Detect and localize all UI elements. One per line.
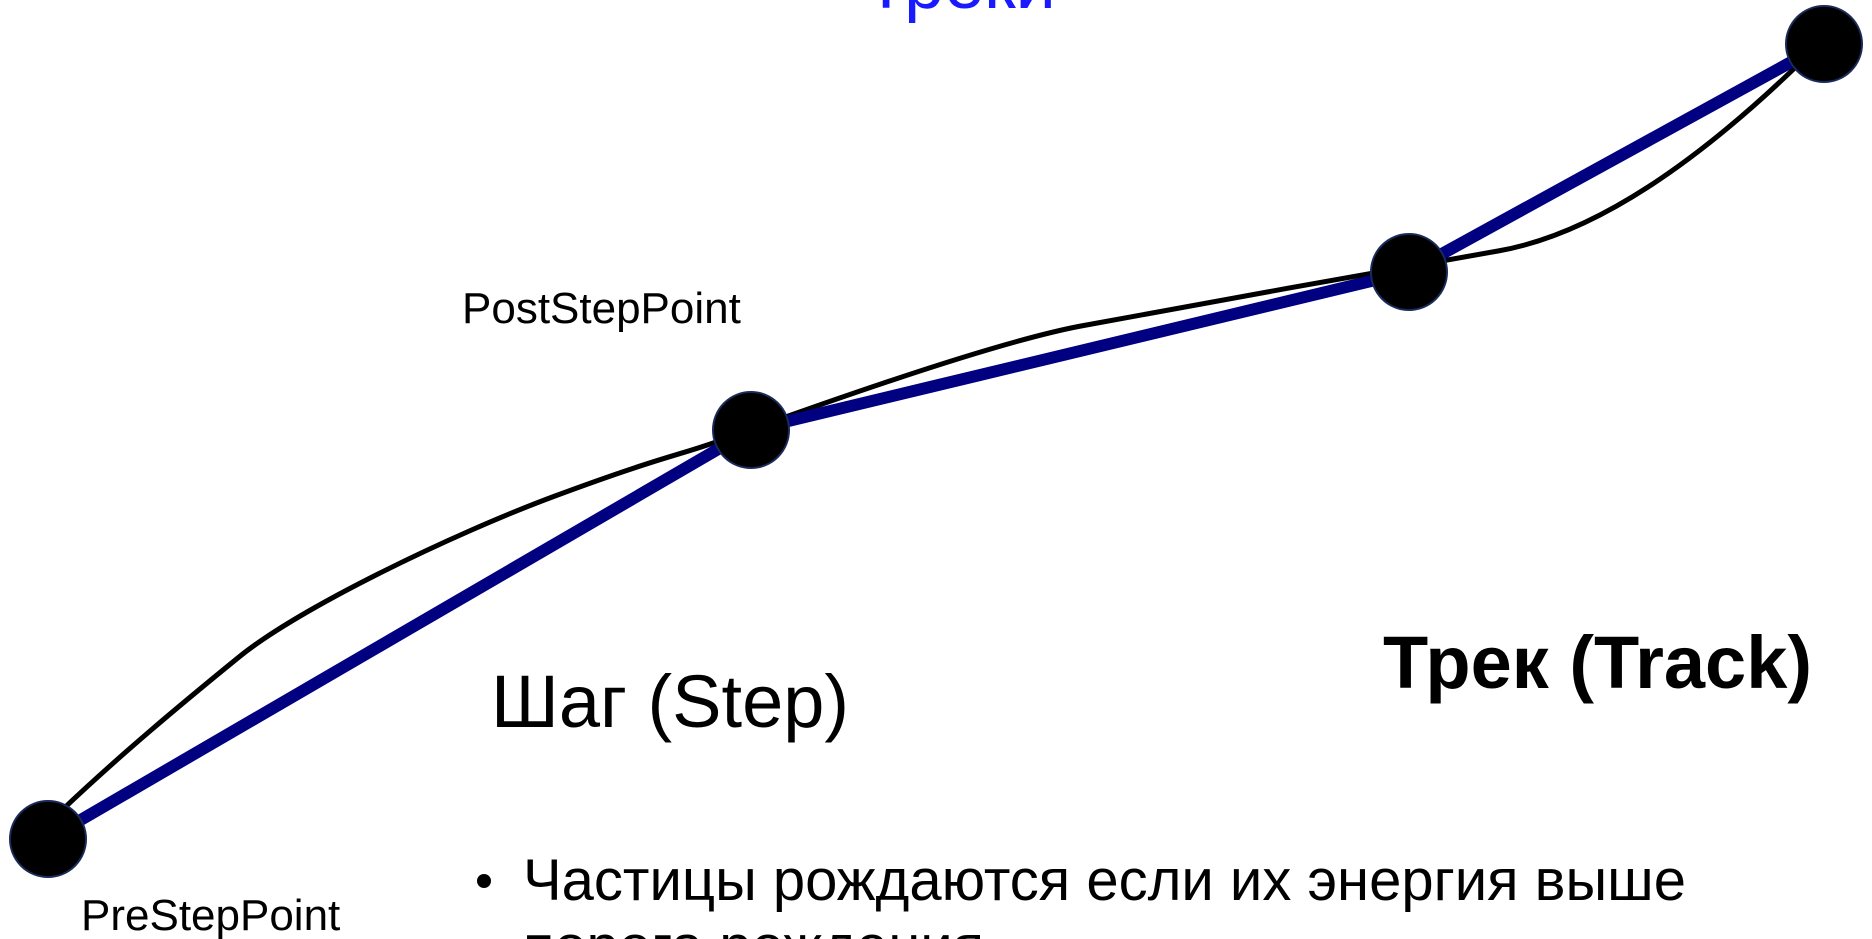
step-label: Шаг (Step) [491, 660, 849, 743]
bullet-text: Частицы рождаются если их энергия выше [523, 848, 1686, 913]
step-point [712, 391, 790, 469]
bullet-text: порога рождения [523, 914, 984, 939]
slide-title: Треки [864, 0, 1056, 24]
step-point [1785, 5, 1863, 83]
post-step-label: PostStepPoint [462, 284, 741, 333]
pre-step-label: PreStepPoint [81, 891, 340, 939]
step-point [9, 800, 87, 878]
step-point [1370, 233, 1448, 311]
bullet-dot [477, 874, 491, 888]
track-label: Трек (Track) [1383, 621, 1812, 704]
track-steps [44, 38, 1827, 845]
